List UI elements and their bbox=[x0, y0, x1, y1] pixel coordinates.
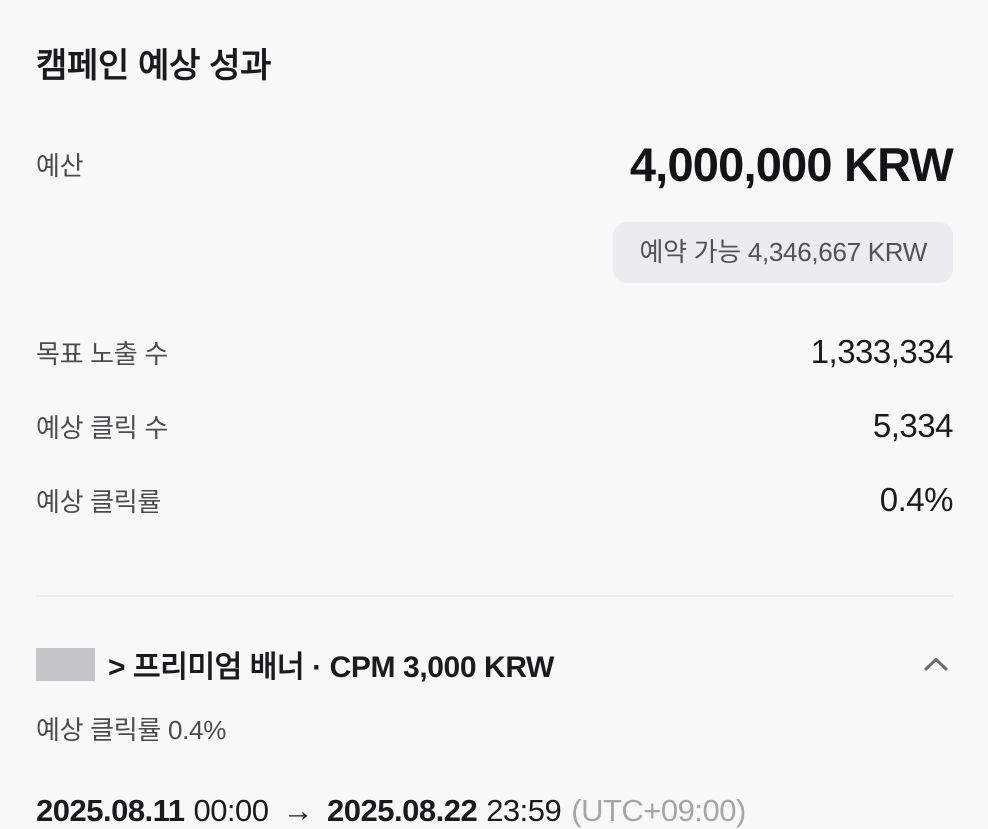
metric-value-impressions: 1,333,334 bbox=[810, 333, 954, 371]
metric-row-impressions: 목표 노출 수 1,333,334 bbox=[36, 315, 954, 389]
collapse-section-button[interactable] bbox=[919, 647, 953, 681]
redacted-placement-thumbnail bbox=[36, 647, 95, 681]
placement-section-header[interactable]: > 프리미엄 배너 · CPM 3,000 KRW bbox=[36, 642, 953, 686]
schedule-end-time: 23:59 bbox=[486, 793, 562, 829]
page-title: 캠페인 예상 성과 bbox=[36, 47, 272, 85]
schedule-end-date: 2025.08.22 bbox=[327, 793, 478, 829]
budget-label: 예산 bbox=[36, 151, 84, 181]
metric-label-ctr: 예상 클릭률 bbox=[36, 486, 162, 517]
metric-value-ctr: 0.4% bbox=[879, 481, 954, 519]
schedule-start-date: 2025.08.11 bbox=[36, 793, 185, 829]
placement-ctr-subtext: 예상 클릭률 0.4% bbox=[36, 715, 227, 746]
schedule-start-time: 00:00 bbox=[193, 793, 269, 829]
chevron-up-icon bbox=[923, 656, 949, 672]
arrow-right-icon: → bbox=[282, 793, 314, 829]
schedule-timezone: (UTC+09:00) bbox=[571, 793, 746, 829]
metrics-list: 목표 노출 수 1,333,334 예상 클릭 수 5,334 예상 클릭률 0… bbox=[36, 315, 954, 537]
metric-row-ctr: 예상 클릭률 0.4% bbox=[36, 463, 954, 537]
budget-row: 예산 4,000,000 KRW bbox=[36, 137, 954, 192]
budget-value: 4,000,000 KRW bbox=[629, 138, 954, 191]
metric-row-clicks: 예상 클릭 수 5,334 bbox=[36, 389, 954, 463]
metric-label-clicks: 예상 클릭 수 bbox=[36, 412, 168, 443]
reservable-amount-badge: 예약 가능 4,346,667 KRW bbox=[613, 222, 953, 284]
metric-label-impressions: 목표 노출 수 bbox=[36, 338, 168, 369]
metric-value-clicks: 5,334 bbox=[872, 407, 954, 445]
badge-row: 예약 가능 4,346,667 KRW bbox=[36, 222, 953, 284]
section-divider bbox=[36, 595, 953, 598]
campaign-schedule: 2025.08.11 00:00 → 2025.08.22 23:59 (UTC+09:0… bbox=[36, 793, 953, 829]
placement-title: > 프리미엄 배너 · CPM 3,000 KRW bbox=[108, 651, 554, 685]
